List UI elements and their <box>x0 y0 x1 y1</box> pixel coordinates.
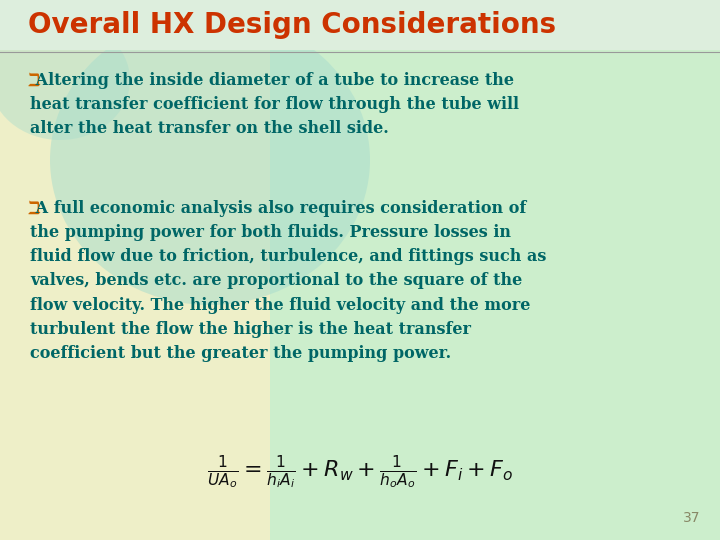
Text: Overall HX Design Considerations: Overall HX Design Considerations <box>28 11 556 39</box>
Text: 37: 37 <box>683 511 700 525</box>
Text: Altering the inside diameter of a tube to increase the
heat transfer coefficient: Altering the inside diameter of a tube t… <box>30 72 519 137</box>
Text: $\frac{1}{UA_o} = \frac{1}{h_i A_i} + R_w + \frac{1}{h_o A_o} + F_i + F_o$: $\frac{1}{UA_o} = \frac{1}{h_i A_i} + R_… <box>207 453 513 491</box>
Ellipse shape <box>50 15 370 305</box>
Ellipse shape <box>0 20 130 140</box>
Text: ℶ: ℶ <box>28 200 41 218</box>
Text: ℶ: ℶ <box>28 72 41 90</box>
Polygon shape <box>270 0 720 540</box>
Text: A full economic analysis also requires consideration of
the pumping power for bo: A full economic analysis also requires c… <box>30 200 546 362</box>
Polygon shape <box>0 0 270 540</box>
Polygon shape <box>0 0 720 50</box>
